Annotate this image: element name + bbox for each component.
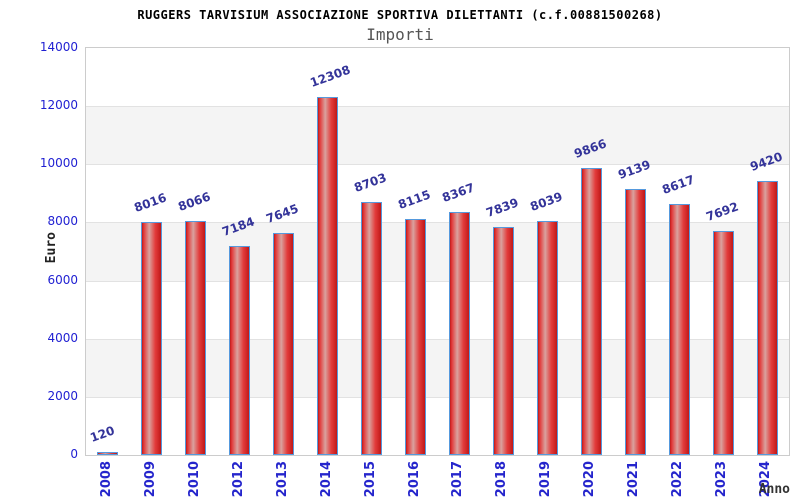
bar-value-label: 8617 [660,172,697,197]
x-tick-label: 2010 [187,461,202,498]
x-tick-label: 2009 [143,461,158,498]
bar-value-label: 8066 [176,189,213,214]
x-axis-ticks: 2008 2009 2010 2012 2013 2014 2015 2016 2017 2018… [85,461,790,500]
bar [317,97,338,455]
x-tick-label: 2020 [582,461,597,498]
y-tick-label: 10000 [39,156,78,171]
bar-value-label: 8016 [132,190,169,215]
bar [229,246,250,455]
bar [757,181,778,455]
y-tick-label: 0 [70,447,78,461]
bar [361,202,382,455]
x-tick-label: 2013 [275,461,290,498]
bar [97,452,118,455]
bar [405,219,426,455]
plot-area: 120 8016 8066 7184 7645 12308 8703 8115 8367 7839… [85,47,790,456]
x-tick-label: 2021 [626,461,641,498]
bar-value-label: 7692 [704,199,741,224]
y-axis-ticks: 0 2000 4000 6000 8000 10000 12000 14000 [0,40,78,461]
bar [669,204,690,455]
bar [273,233,294,455]
x-tick-label: 2012 [231,461,246,498]
bar [581,168,602,455]
bar [185,221,206,455]
gridline [86,164,789,166]
x-axis-title: Anno [758,482,790,497]
bar [141,222,162,455]
bar-value-label: 8115 [396,187,433,212]
bar-value-label: 8703 [352,170,389,195]
bar-value-label: 8039 [528,189,565,214]
bar [537,221,558,455]
x-tick-label: 2008 [99,461,114,498]
x-tick-label: 2016 [407,461,422,498]
y-tick-label: 4000 [47,330,78,345]
bar [493,227,514,455]
x-tick-label: 2015 [363,461,378,498]
x-tick-label: 2014 [319,461,334,498]
bar-value-label: 8367 [440,180,477,205]
bar-value-label: 12308 [308,62,353,90]
gridline [86,222,789,224]
gridline [86,338,789,340]
bar-value-label: 7839 [484,195,521,220]
gridline [86,280,789,282]
plot-band [86,106,789,165]
x-tick-label: 2019 [538,461,553,498]
bar [713,231,734,455]
y-tick-label: 8000 [47,214,78,229]
bar-value-label: 120 [88,423,117,445]
x-tick-label: 2022 [670,461,685,498]
x-tick-label: 2017 [450,461,465,498]
chart-title: RUGGERS TARVISIUM ASSOCIAZIONE SPORTIVA … [137,8,663,22]
x-tick-label: 2018 [494,461,509,498]
y-tick-label: 12000 [39,98,78,113]
x-tick-label: 2023 [714,461,729,498]
y-tick-label: 6000 [47,272,78,287]
bar [625,189,646,455]
y-tick-label: 14000 [39,40,78,54]
bar [449,212,470,455]
gridline [86,396,789,398]
gridline [86,106,789,108]
chart-subtitle: Importi [366,25,434,44]
y-tick-label: 2000 [47,388,78,403]
